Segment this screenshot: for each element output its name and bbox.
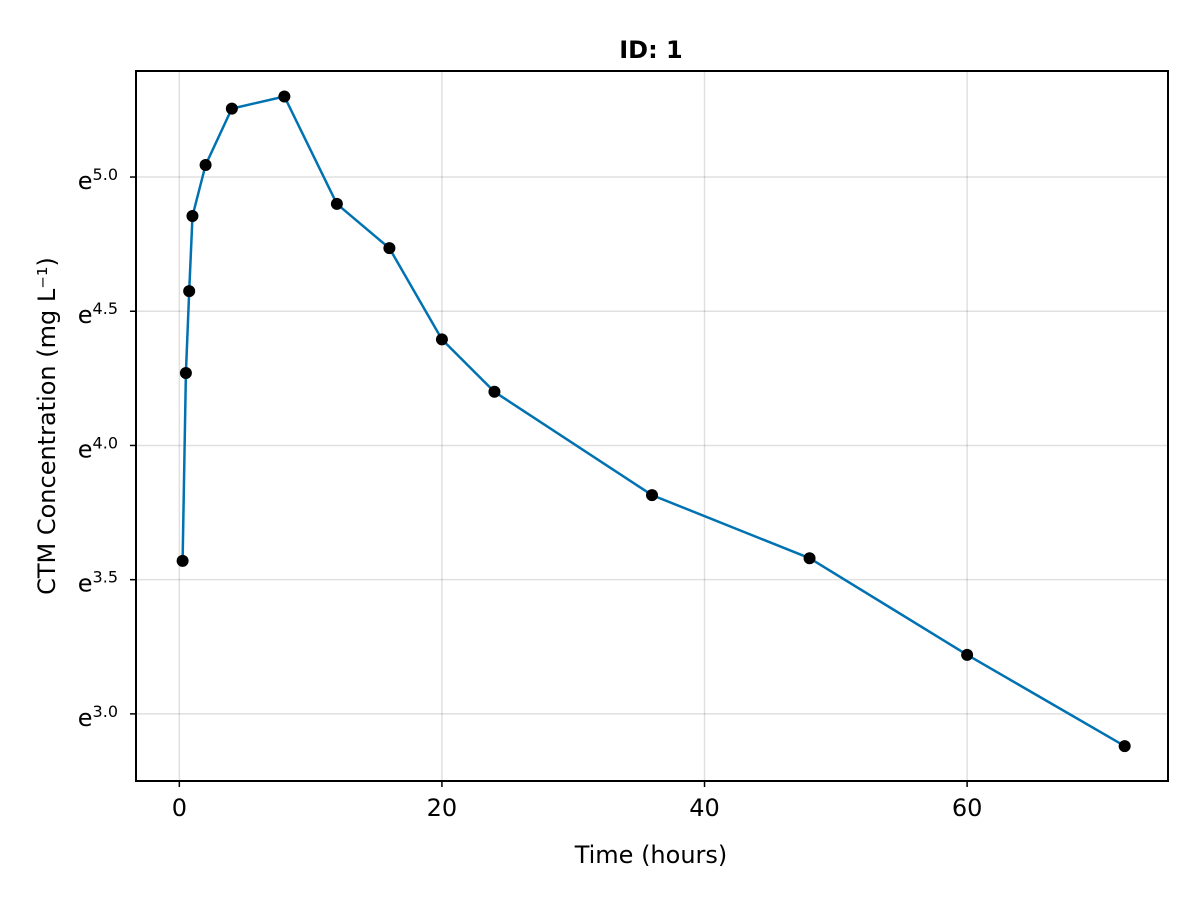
x-tick-label: 40 (689, 794, 720, 822)
y-axis: e3.0 e3.5 e4.0 e4.5 e5.0 (78, 165, 136, 732)
y-tick-label: e4.0 (78, 433, 118, 463)
data-point (646, 489, 658, 502)
data-point (961, 648, 974, 661)
x-tick-label: 20 (427, 794, 458, 822)
y-tick-label: e5.0 (78, 165, 118, 195)
series-layer (181, 95, 1126, 748)
series-line (181, 95, 1126, 748)
data-point (186, 209, 199, 222)
chart-title: ID: 1 (619, 36, 683, 64)
data-point (179, 366, 192, 379)
data-point (330, 197, 343, 210)
data-point (1118, 740, 1131, 753)
grid (136, 71, 1168, 781)
plot-frame (135, 70, 1169, 782)
data-point (225, 102, 238, 115)
x-tick-label: 60 (952, 794, 983, 822)
data-point (183, 285, 196, 298)
data-point (435, 333, 448, 346)
markers-layer (176, 90, 1131, 753)
data-point (803, 552, 816, 565)
data-point (383, 242, 396, 255)
y-tick-label: e3.5 (78, 568, 118, 598)
x-tick-label: 0 (172, 794, 187, 822)
data-point (488, 385, 501, 398)
data-point (199, 158, 212, 171)
data-point (176, 554, 189, 567)
y-axis-label: CTM Concentration (mg L⁻¹) (33, 257, 61, 595)
data-point (278, 90, 291, 103)
x-axis-label: Time (hours) (574, 841, 728, 869)
y-tick-label: e4.5 (78, 299, 118, 329)
y-tick-label: e3.0 (78, 702, 118, 732)
x-axis: 0 20 40 60 (172, 781, 983, 822)
